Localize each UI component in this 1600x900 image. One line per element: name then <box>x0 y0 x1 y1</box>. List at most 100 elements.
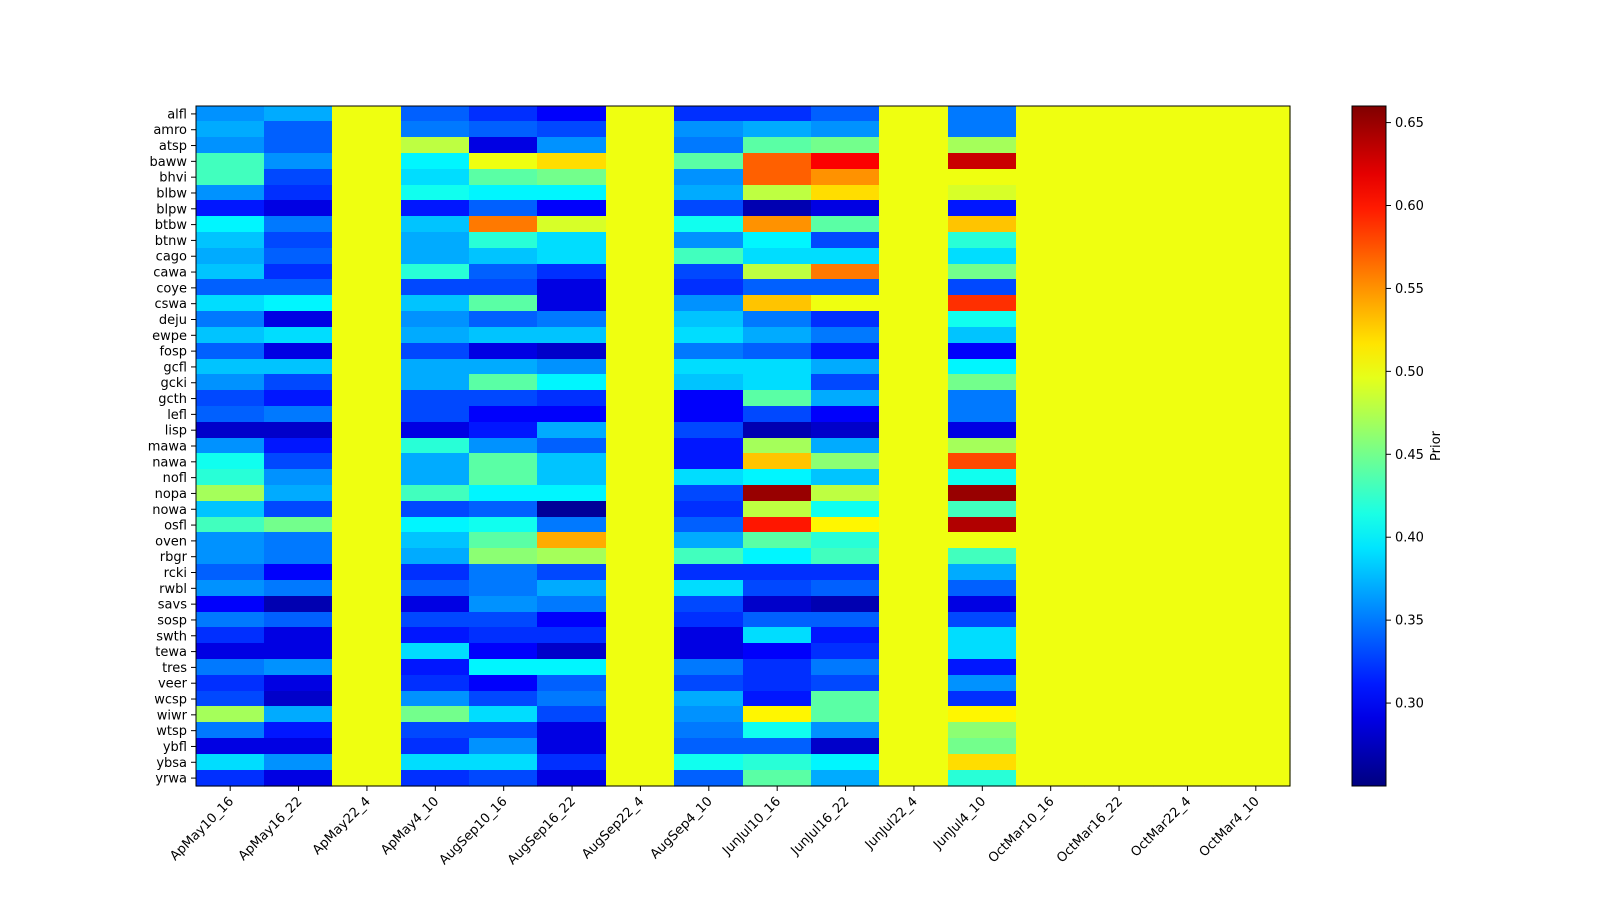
heatmap-cell-nowa-JunJul4_10 <box>948 501 1017 518</box>
heatmap-cell-rcki-ApMay10_16 <box>196 564 265 581</box>
heatmap-cell-cago-ApMay4_10 <box>401 248 470 265</box>
heatmap-cell-sosp-ApMay22_4 <box>332 612 402 628</box>
heatmap-cell-rcki-OctMar4_10 <box>1221 564 1291 581</box>
heatmap-cell-veer-JunJul4_10 <box>948 675 1017 692</box>
heatmap-cell-atsp-OctMar10_16 <box>1016 137 1085 154</box>
heatmap-cell-mawa-OctMar4_10 <box>1221 438 1291 454</box>
heatmap-cell-sosp-AugSep10_16 <box>469 612 538 628</box>
heatmap-cell-coye-JunJul22_4 <box>879 279 949 296</box>
heatmap-cell-veer-ApMay4_10 <box>401 675 470 692</box>
heatmap-cell-mawa-OctMar22_4 <box>1153 438 1222 454</box>
heatmap-cell-blbw-AugSep16_22 <box>537 185 607 201</box>
heatmap-cell-wiwr-AugSep16_22 <box>537 706 607 723</box>
heatmap-cell-gcth-JunJul10_16 <box>743 390 812 407</box>
heatmap-cell-nopa-JunJul16_22 <box>811 485 880 502</box>
heatmap-cell-wtsp-OctMar22_4 <box>1153 722 1222 739</box>
heatmap-cell-lisp-OctMar22_4 <box>1153 422 1222 439</box>
x-tick-label: JunJul4_10 <box>930 794 989 853</box>
heatmap-cell-baww-JunJul10_16 <box>743 153 812 170</box>
heatmap-cell-alfl-OctMar22_4 <box>1153 106 1222 122</box>
y-tick-label: osfl <box>164 519 187 534</box>
heatmap-cell-fosp-AugSep10_16 <box>469 343 538 360</box>
heatmap-cell-amro-ApMay10_16 <box>196 121 265 138</box>
heatmap-cell-wiwr-OctMar16_22 <box>1084 706 1154 723</box>
heatmap-cell-btbw-OctMar4_10 <box>1221 216 1291 233</box>
heatmap-cell-swth-JunJul16_22 <box>811 627 880 644</box>
heatmap-cell-gcth-OctMar10_16 <box>1016 390 1085 407</box>
y-tick-label: cswa <box>154 297 187 312</box>
heatmap-cell-cawa-JunJul22_4 <box>879 264 949 280</box>
heatmap-cell-nopa-JunJul22_4 <box>879 485 949 502</box>
heatmap-cell-nawa-AugSep4_10 <box>674 453 744 470</box>
heatmap-cell-fosp-ApMay16_22 <box>264 343 333 360</box>
heatmap-cell-bhvi-OctMar22_4 <box>1153 169 1222 186</box>
y-tick-label: rcki <box>164 566 187 581</box>
heatmap-cell-gcfl-OctMar4_10 <box>1221 359 1291 375</box>
heatmap-cell-ewpe-JunJul10_16 <box>743 327 812 344</box>
heatmap-cell-tres-JunJul4_10 <box>948 659 1017 676</box>
heatmap-cell-cawa-OctMar22_4 <box>1153 264 1222 280</box>
heatmap-cell-cswa-JunJul16_22 <box>811 295 880 312</box>
heatmap-cell-tewa-JunJul16_22 <box>811 643 880 660</box>
heatmap-cell-lefl-AugSep22_4 <box>606 406 675 423</box>
heatmap-cell-gcki-ApMay22_4 <box>332 374 402 391</box>
heatmap-cell-atsp-OctMar16_22 <box>1084 137 1154 154</box>
heatmap-cell-savs-JunJul4_10 <box>948 596 1017 613</box>
heatmap-cell-amro-ApMay4_10 <box>401 121 470 138</box>
heatmap-cell-swth-JunJul10_16 <box>743 627 812 644</box>
heatmap-cell-rcki-OctMar16_22 <box>1084 564 1154 581</box>
heatmap-cell-gcfl-ApMay10_16 <box>196 359 265 375</box>
heatmap-cell-btbw-AugSep16_22 <box>537 216 607 233</box>
heatmap-cell-wiwr-ApMay22_4 <box>332 706 402 723</box>
heatmap-cell-nofl-ApMay16_22 <box>264 469 333 486</box>
heatmap-cell-wcsp-OctMar22_4 <box>1153 691 1222 707</box>
y-tick-label: rbgr <box>160 550 188 565</box>
heatmap-cell-gcth-OctMar22_4 <box>1153 390 1222 407</box>
heatmap-cell-ewpe-AugSep10_16 <box>469 327 538 344</box>
heatmap-cell-ewpe-ApMay4_10 <box>401 327 470 344</box>
heatmap-cell-blpw-ApMay22_4 <box>332 200 402 217</box>
heatmap-cell-gcki-OctMar4_10 <box>1221 374 1291 391</box>
heatmap-cell-gcth-ApMay22_4 <box>332 390 402 407</box>
heatmap-cell-bhvi-ApMay4_10 <box>401 169 470 186</box>
heatmap-cell-nopa-OctMar4_10 <box>1221 485 1291 502</box>
heatmap-cell-deju-OctMar10_16 <box>1016 311 1085 328</box>
heatmap-cell-lisp-JunJul22_4 <box>879 422 949 439</box>
colorbar-tick-label: 0.40 <box>1395 531 1424 546</box>
heatmap-cell-gcth-AugSep22_4 <box>606 390 675 407</box>
heatmap-cell-ybsa-AugSep4_10 <box>674 754 744 771</box>
heatmap-cell-mawa-AugSep4_10 <box>674 438 744 454</box>
heatmap-cell-osfl-ApMay10_16 <box>196 517 265 533</box>
heatmap-cell-wiwr-AugSep10_16 <box>469 706 538 723</box>
heatmap-cell-nofl-ApMay10_16 <box>196 469 265 486</box>
heatmap-cell-gcfl-AugSep16_22 <box>537 359 607 375</box>
colorbar-tick-label: 0.55 <box>1395 282 1424 297</box>
heatmap-cell-veer-JunJul22_4 <box>879 675 949 692</box>
heatmap-cell-nopa-JunJul4_10 <box>948 485 1017 502</box>
heatmap-cell-wcsp-OctMar10_16 <box>1016 691 1085 707</box>
heatmap-cell-deju-AugSep10_16 <box>469 311 538 328</box>
y-tick-label: coye <box>156 281 187 296</box>
heatmap-cell-swth-ApMay16_22 <box>264 627 333 644</box>
y-tick-label: ewpe <box>152 329 187 344</box>
heatmap-cell-wcsp-AugSep16_22 <box>537 691 607 707</box>
heatmap-cell-rwbl-JunJul4_10 <box>948 580 1017 597</box>
heatmap-cell-atsp-ApMay16_22 <box>264 137 333 154</box>
heatmap-cell-deju-AugSep22_4 <box>606 311 675 328</box>
heatmap-cell-nowa-JunJul10_16 <box>743 501 812 518</box>
heatmap-cell-blpw-AugSep16_22 <box>537 200 607 217</box>
heatmap-cell-wiwr-JunJul10_16 <box>743 706 812 723</box>
heatmap-cell-swth-OctMar10_16 <box>1016 627 1085 644</box>
heatmap-cell-yrwa-OctMar10_16 <box>1016 770 1085 787</box>
heatmap-cell-deju-ApMay16_22 <box>264 311 333 328</box>
heatmap-cell-rcki-ApMay22_4 <box>332 564 402 581</box>
heatmap-cell-baww-JunJul4_10 <box>948 153 1017 170</box>
x-tick-label: ApMay10_16 <box>167 794 237 864</box>
heatmap-cell-cawa-OctMar16_22 <box>1084 264 1154 280</box>
y-tick-label: blbw <box>156 186 187 201</box>
heatmap-cell-blpw-OctMar22_4 <box>1153 200 1222 217</box>
heatmap-cell-wtsp-ApMay22_4 <box>332 722 402 739</box>
heatmap-cell-wiwr-JunJul4_10 <box>948 706 1017 723</box>
heatmap-cell-bhvi-AugSep4_10 <box>674 169 744 186</box>
heatmap-cell-cago-ApMay16_22 <box>264 248 333 265</box>
